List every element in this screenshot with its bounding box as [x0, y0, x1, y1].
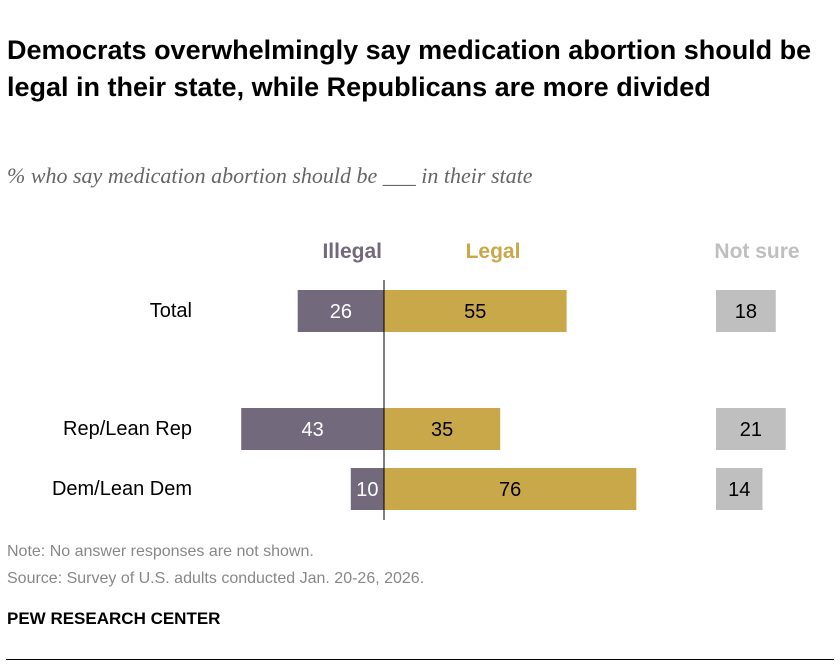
chart-subtitle: % who say medication abortion should be … [7, 163, 533, 188]
bottom-rule [6, 659, 834, 660]
bar-legal [384, 408, 501, 450]
value-label-illegal: 10 [356, 479, 378, 501]
bar-illegal [297, 290, 384, 332]
bar-illegal [241, 408, 384, 450]
value-label-legal: 76 [499, 479, 521, 501]
source: Source: Survey of U.S. adults conducted … [7, 570, 425, 587]
chart-title: Democrats overwhelmingly say medication … [7, 35, 812, 102]
bar-legal [384, 290, 567, 332]
value-label-legal: 35 [431, 419, 453, 441]
legend-illegal: Illegal [322, 240, 382, 263]
bar-not-sure [716, 468, 763, 510]
note: Note: No answer responses are not shown. [7, 543, 314, 560]
category-label: Rep/Lean Rep [63, 418, 192, 440]
category-label: Total [150, 300, 192, 322]
bar-not-sure [716, 290, 776, 332]
value-label-not-sure: 21 [740, 419, 762, 441]
legend-not-sure: Not sure [714, 240, 799, 263]
legend-legal: Legal [466, 240, 521, 263]
bar-legal [384, 468, 637, 510]
pew-logo-text: PEW RESEARCH CENTER [7, 609, 221, 628]
category-label: Dem/Lean Dem [52, 478, 192, 500]
value-label-illegal: 43 [301, 419, 323, 441]
value-label-illegal: 26 [330, 301, 352, 323]
bar-illegal [350, 468, 384, 510]
value-label-not-sure: 14 [728, 479, 750, 501]
bar-not-sure [716, 408, 786, 450]
diverging-bar-chart: Illegal Legal Not sure Total 26 55 18 Rep/Lean … [52, 240, 800, 520]
value-label-not-sure: 18 [735, 301, 757, 323]
value-label-legal: 55 [464, 301, 486, 323]
